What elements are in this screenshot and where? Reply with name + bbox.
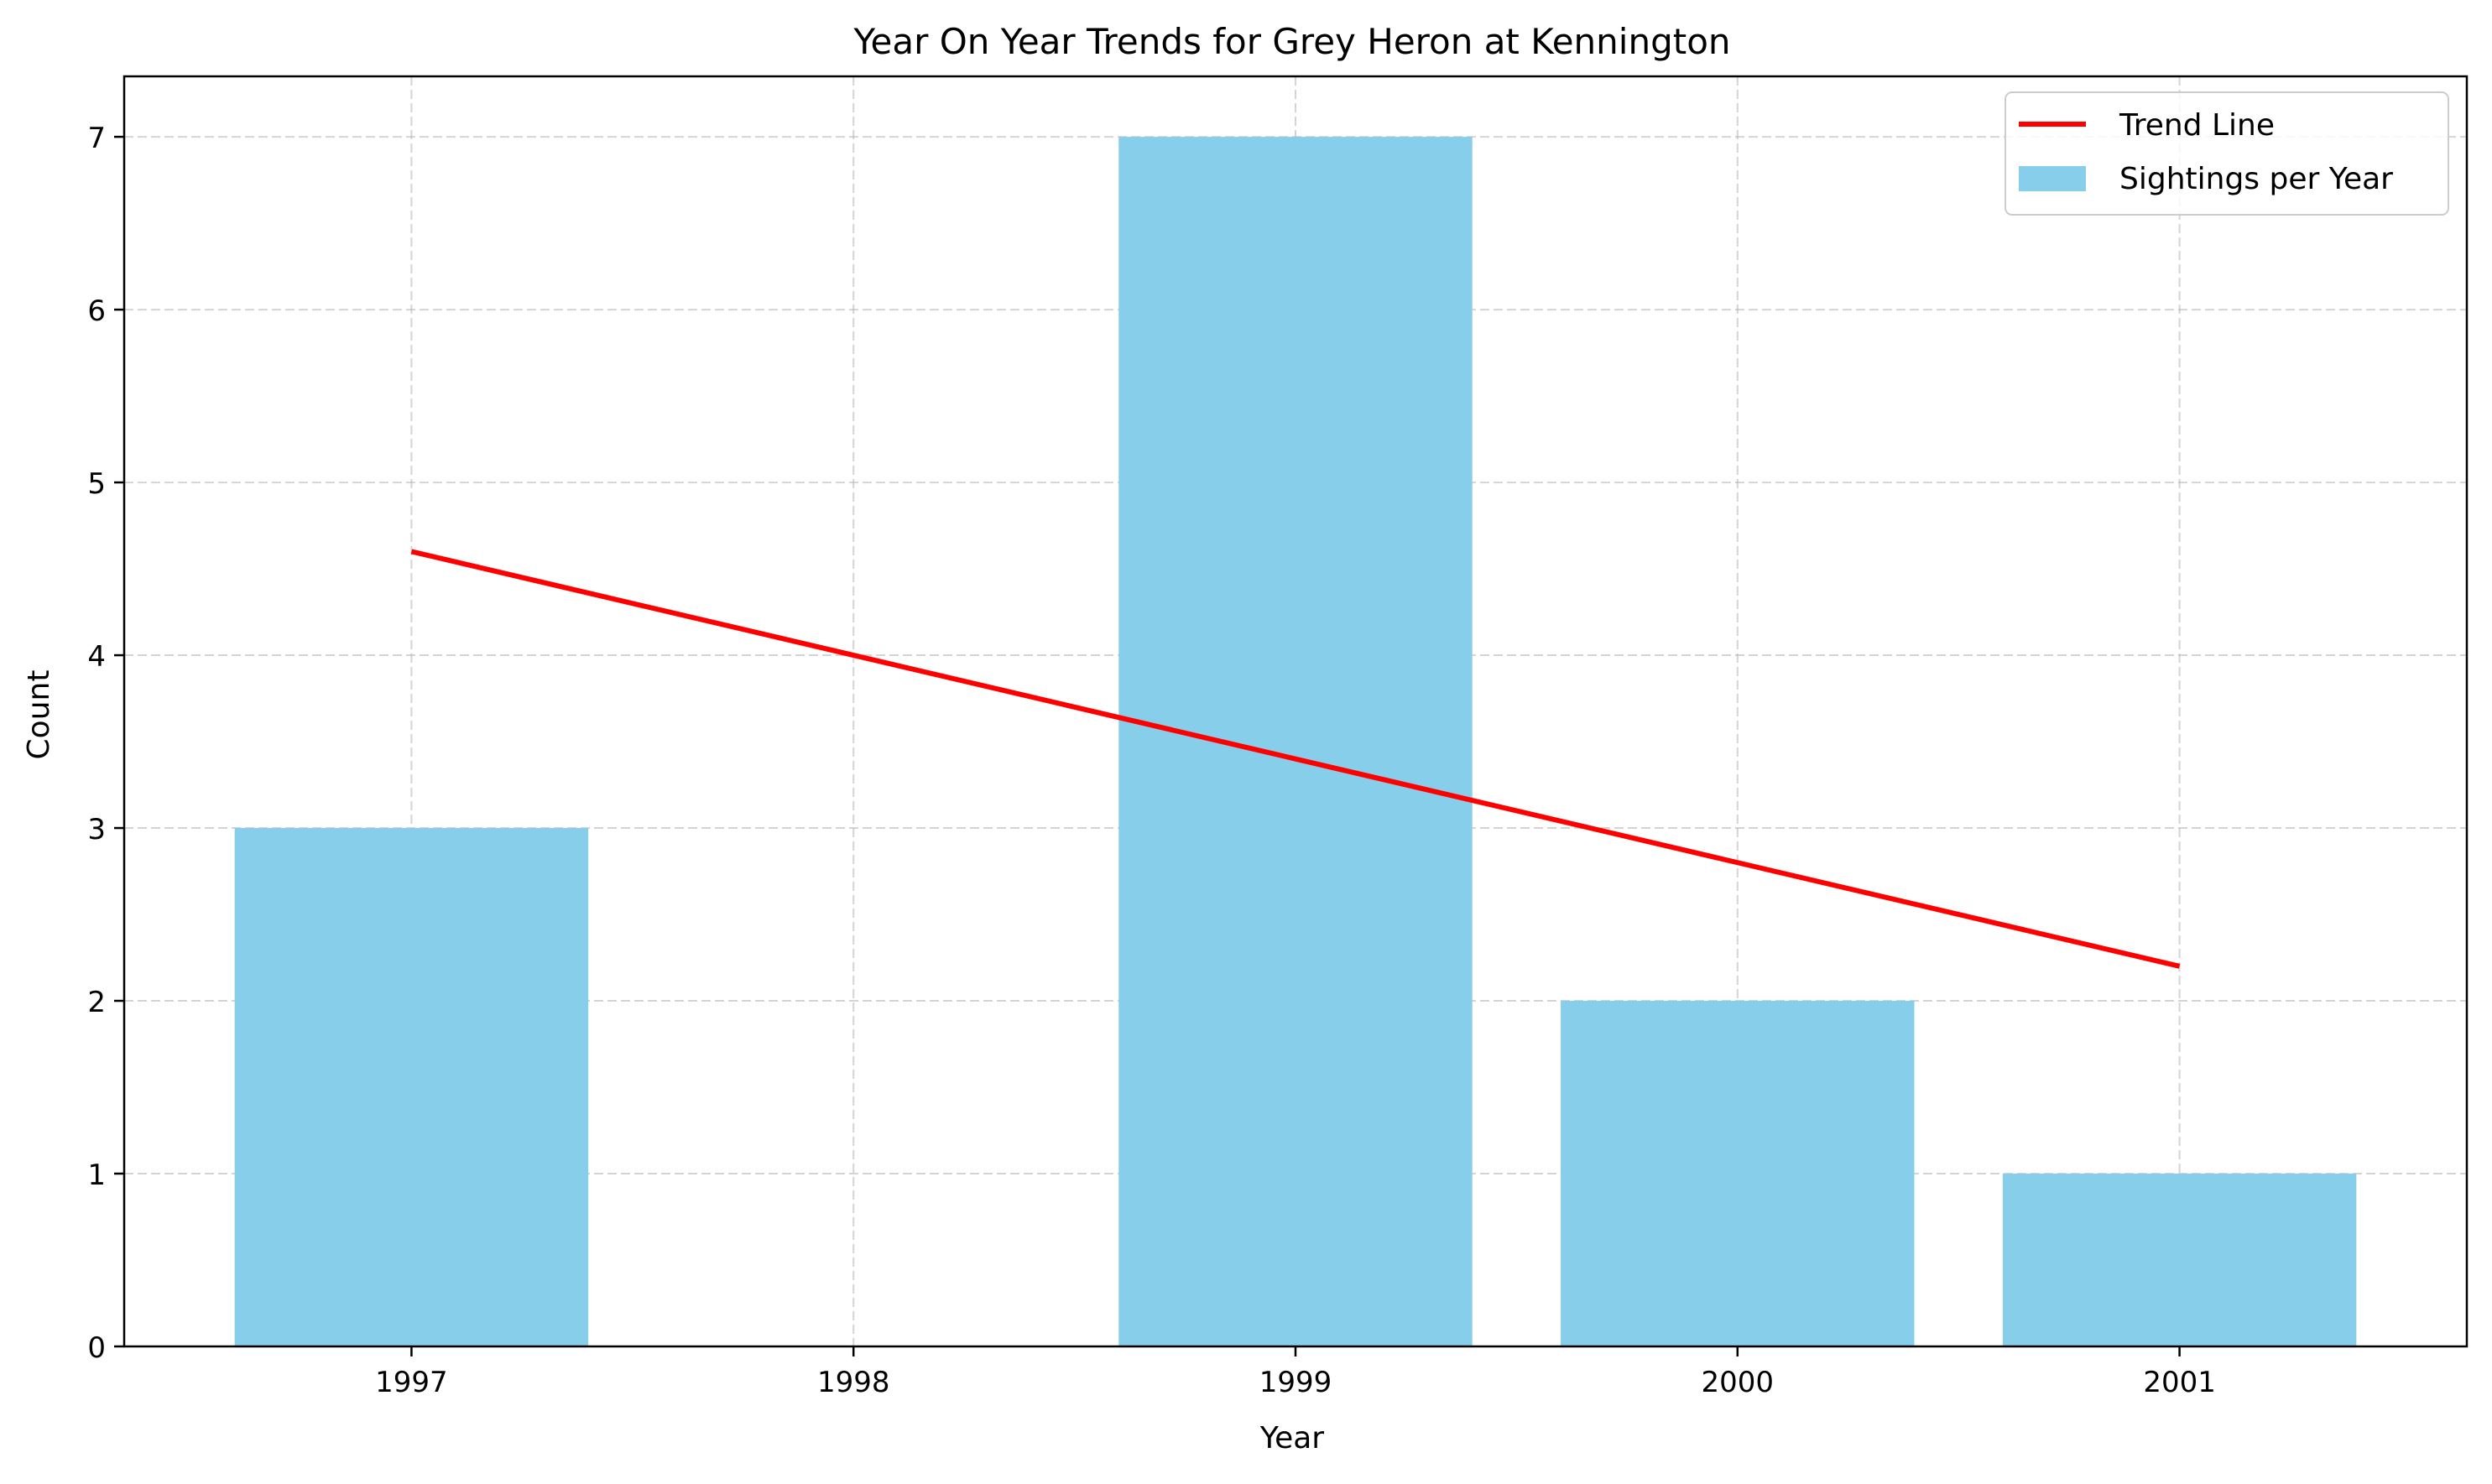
x-tick-label: 1997 [375,1366,448,1399]
x-tick-label: 1999 [1259,1366,1332,1399]
x-axis-label: Year [1259,1421,1324,1455]
axis-layer: 0 1 2 3 4 5 6 7 1997 1998 1999 2000 2001 [87,75,2469,1399]
bar-1999 [1118,137,1473,1347]
chart-title: Year On Year Trends for Grey Heron at Ke… [852,21,1730,62]
y-tick-label: 7 [87,122,106,155]
legend-label-trend-line: Trend Line [2119,108,2275,143]
bar-2000 [1561,1001,1915,1346]
legend: Trend Line Sightings per Year [2005,91,2449,216]
y-tick-label: 1 [87,1159,106,1192]
line-layer [410,549,2181,969]
y-tick-label: 6 [87,294,106,328]
y-tick-label: 2 [87,986,106,1019]
trend-line [410,549,2181,969]
x-tick-label: 2000 [1702,1366,1775,1399]
y-axis-label: Count [22,670,56,760]
y-tick-label: 4 [87,640,106,674]
bar-2001 [2002,1174,2357,1346]
bar-layer [234,137,2357,1347]
legend-swatch-sightings [2019,166,2086,191]
y-tick-label: 0 [87,1331,106,1365]
y-tick-label: 3 [87,813,106,846]
x-tick-label: 2001 [2143,1366,2216,1399]
x-tick-label: 1998 [817,1366,890,1399]
y-tick-label: 5 [87,467,106,501]
legend-frame [2005,91,2449,216]
bar-1997 [234,828,589,1346]
legend-label-sightings: Sightings per Year [2119,162,2393,196]
